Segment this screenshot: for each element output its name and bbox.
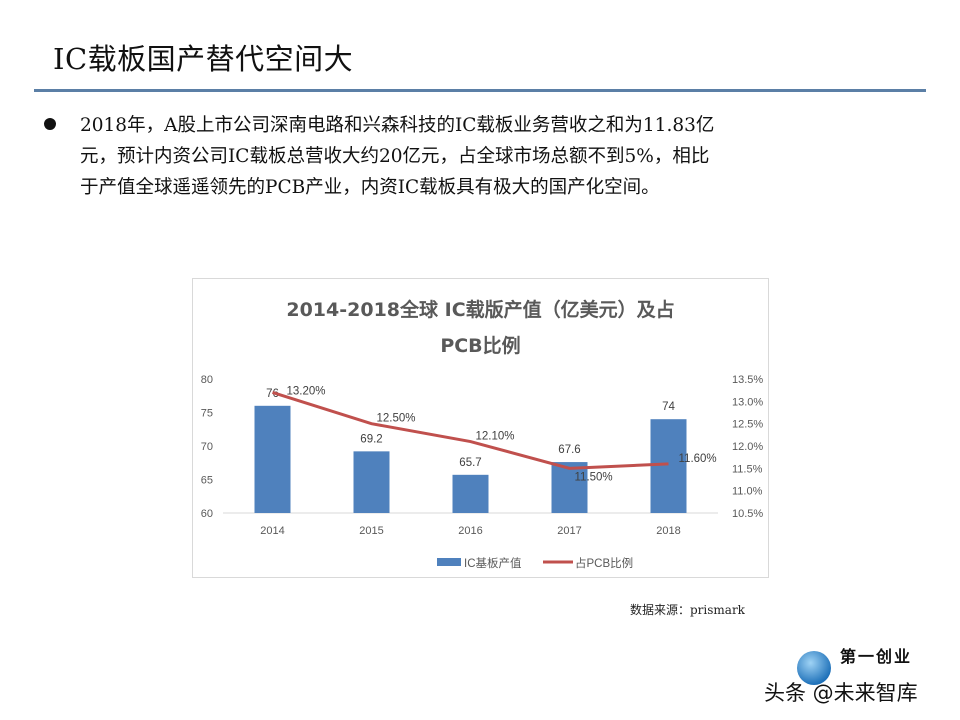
bar: [551, 462, 588, 513]
y-right-tick-label: 13.0%: [732, 396, 763, 408]
chart-title-line-1: 2014-2018全球 IC载版产值（亿美元）及占: [286, 299, 675, 321]
title-divider: [34, 89, 926, 92]
bar: [650, 419, 687, 513]
y-left-tick-label: 65: [201, 475, 213, 487]
x-tick-label: 2016: [458, 525, 482, 537]
line-data-label: 12.50%: [377, 413, 416, 425]
bullet-paragraph: 2018年，A股上市公司深南电路和兴森科技的IC载板业务营收之和为11.83亿 …: [80, 110, 714, 203]
x-tick-label: 2017: [557, 525, 581, 537]
y-left-tick-label: 80: [201, 374, 213, 386]
y-right-tick-label: 11.5%: [732, 463, 763, 475]
bullet-icon: [44, 118, 56, 130]
line-data-label: 12.10%: [476, 431, 515, 443]
line-series: [272, 390, 669, 470]
bullet-line: 2018年，A股上市公司深南电路和兴森科技的IC载板业务营收之和为11.83亿: [80, 115, 715, 136]
bar-data-label: 69.2: [360, 433, 382, 445]
chart-title-line-2: PCB比例: [440, 335, 521, 357]
line-data-label: 11.50%: [575, 471, 613, 483]
logo-text: 第一创业: [840, 647, 913, 666]
legend-line-label: 占PCB比例: [575, 556, 633, 570]
y-left-tick-label: 75: [201, 408, 213, 420]
y-right-tick-label: 11.0%: [732, 486, 763, 498]
watermark: 第一创业 头条 @未来智库: [762, 648, 952, 714]
watermark-text: 头条 @未来智库: [764, 681, 918, 705]
x-tick-label: 2015: [359, 525, 383, 537]
bar: [452, 474, 489, 513]
y-right-tick-label: 12.0%: [732, 441, 763, 453]
y-right-tick-label: 13.5%: [732, 374, 763, 386]
bar-data-label: 65.7: [459, 457, 481, 469]
legend-bar-label: IC基板产值: [464, 556, 522, 570]
line-data-label: 13.20%: [287, 385, 326, 397]
bar: [254, 405, 291, 513]
bullet-line: 元，预计内资公司IC载板总营收大约20亿元，占全球市场总额不到5%，相比: [80, 146, 710, 167]
bar-data-label: 74: [662, 401, 675, 413]
bar-data-label: 67.6: [558, 444, 580, 456]
x-tick-label: 2014: [260, 525, 284, 537]
y-left-tick-label: 70: [201, 441, 213, 453]
bullet-line: 于产值全球遥遥领先的PCB产业，内资IC载板具有极大的国产化空间。: [80, 177, 660, 198]
globe-logo-icon: [797, 651, 831, 685]
data-source: 数据来源：prismark: [630, 603, 745, 617]
legend-bar-swatch: [437, 558, 461, 566]
slide-title: IC载板国产替代空间大: [53, 42, 354, 76]
line-data-label: 11.60%: [679, 453, 717, 465]
y-left-tick-label: 60: [201, 508, 213, 520]
y-right-tick-label: 10.5%: [732, 508, 763, 520]
y-right-tick-label: 12.5%: [732, 419, 763, 431]
bar: [353, 451, 390, 513]
x-tick-label: 2018: [656, 525, 680, 537]
